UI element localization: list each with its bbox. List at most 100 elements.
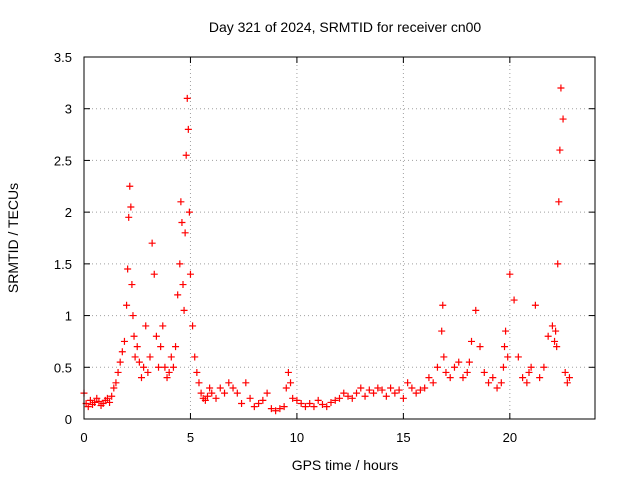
data-point: [208, 389, 216, 397]
data-point: [514, 353, 522, 361]
data-point: [553, 343, 561, 351]
data-point: [108, 392, 116, 400]
data-point: [374, 384, 382, 392]
y-tick-label: 3: [65, 102, 72, 117]
data-point: [150, 270, 158, 278]
data-point: [179, 281, 187, 289]
data-point: [523, 379, 531, 387]
data-point: [306, 399, 314, 407]
data-point: [201, 396, 209, 404]
data-point: [450, 363, 458, 371]
data-point: [142, 322, 150, 330]
data-point: [327, 398, 335, 406]
data-point: [216, 384, 224, 392]
data-point: [157, 343, 165, 351]
data-point: [439, 301, 447, 309]
data-point: [126, 182, 134, 190]
data-point: [404, 379, 412, 387]
data-point: [124, 265, 132, 273]
data-point: [233, 389, 241, 397]
data-point: [301, 403, 309, 411]
data-point: [189, 322, 197, 330]
data-point: [563, 379, 571, 387]
y-tick-label: 0: [65, 412, 72, 427]
data-point: [480, 368, 488, 376]
data-point: [472, 306, 480, 314]
data-point: [395, 386, 403, 394]
data-point: [502, 327, 510, 335]
data-point: [440, 353, 448, 361]
data-point: [191, 353, 199, 361]
x-tick-label: 0: [80, 430, 87, 445]
data-point: [387, 384, 395, 392]
data-point: [246, 394, 254, 402]
data-point: [280, 403, 288, 411]
data-point: [242, 379, 250, 387]
data-point: [128, 281, 136, 289]
data-point: [135, 358, 143, 366]
data-point: [412, 389, 420, 397]
data-point: [485, 379, 493, 387]
data-point: [229, 384, 237, 392]
data-point: [504, 353, 512, 361]
data-point: [289, 394, 297, 402]
data-point: [177, 198, 185, 206]
data-point: [476, 343, 484, 351]
data-point: [429, 379, 437, 387]
data-point: [559, 115, 567, 123]
data-point: [555, 198, 563, 206]
grid-lines: [84, 57, 595, 419]
data-point: [272, 407, 280, 415]
data-point: [159, 322, 167, 330]
data-point: [370, 389, 378, 397]
data-point: [287, 379, 295, 387]
data-point: [129, 312, 137, 320]
data-point: [544, 332, 552, 340]
y-tick-label: 2: [65, 205, 72, 220]
data-point: [552, 327, 560, 335]
x-axis-label: GPS time / hours: [292, 457, 399, 473]
data-point: [91, 398, 99, 406]
data-point: [293, 396, 301, 404]
data-point: [118, 348, 126, 356]
data-point: [446, 374, 454, 382]
data-point: [137, 374, 145, 382]
data-point: [565, 374, 573, 382]
data-point: [556, 146, 564, 154]
data-point: [155, 363, 163, 371]
data-point: [125, 213, 133, 221]
data-points: [80, 84, 573, 415]
data-point: [193, 368, 201, 376]
data-point: [250, 403, 258, 411]
y-tick-label: 0.5: [54, 360, 72, 375]
data-point: [336, 394, 343, 402]
data-point: [185, 208, 193, 216]
data-point: [184, 125, 192, 133]
data-point: [221, 389, 229, 397]
data-point: [391, 389, 399, 397]
data-point: [238, 399, 246, 407]
data-point: [144, 368, 152, 376]
data-point: [365, 386, 373, 394]
data-point: [255, 399, 263, 407]
data-point: [259, 396, 267, 404]
data-point: [525, 368, 533, 376]
data-point: [114, 368, 122, 376]
data-point: [465, 358, 473, 366]
data-point: [127, 203, 135, 211]
data-point: [323, 403, 331, 411]
data-point: [106, 398, 114, 406]
data-point: [425, 374, 433, 382]
data-point: [103, 394, 111, 402]
data-point: [276, 405, 284, 413]
data-point: [408, 384, 416, 392]
data-point: [442, 368, 450, 376]
data-point: [378, 386, 386, 394]
data-point: [561, 368, 569, 376]
data-point: [318, 401, 326, 409]
data-point: [348, 394, 356, 402]
data-point: [468, 337, 476, 345]
data-point: [169, 363, 177, 371]
data-point: [225, 379, 233, 387]
